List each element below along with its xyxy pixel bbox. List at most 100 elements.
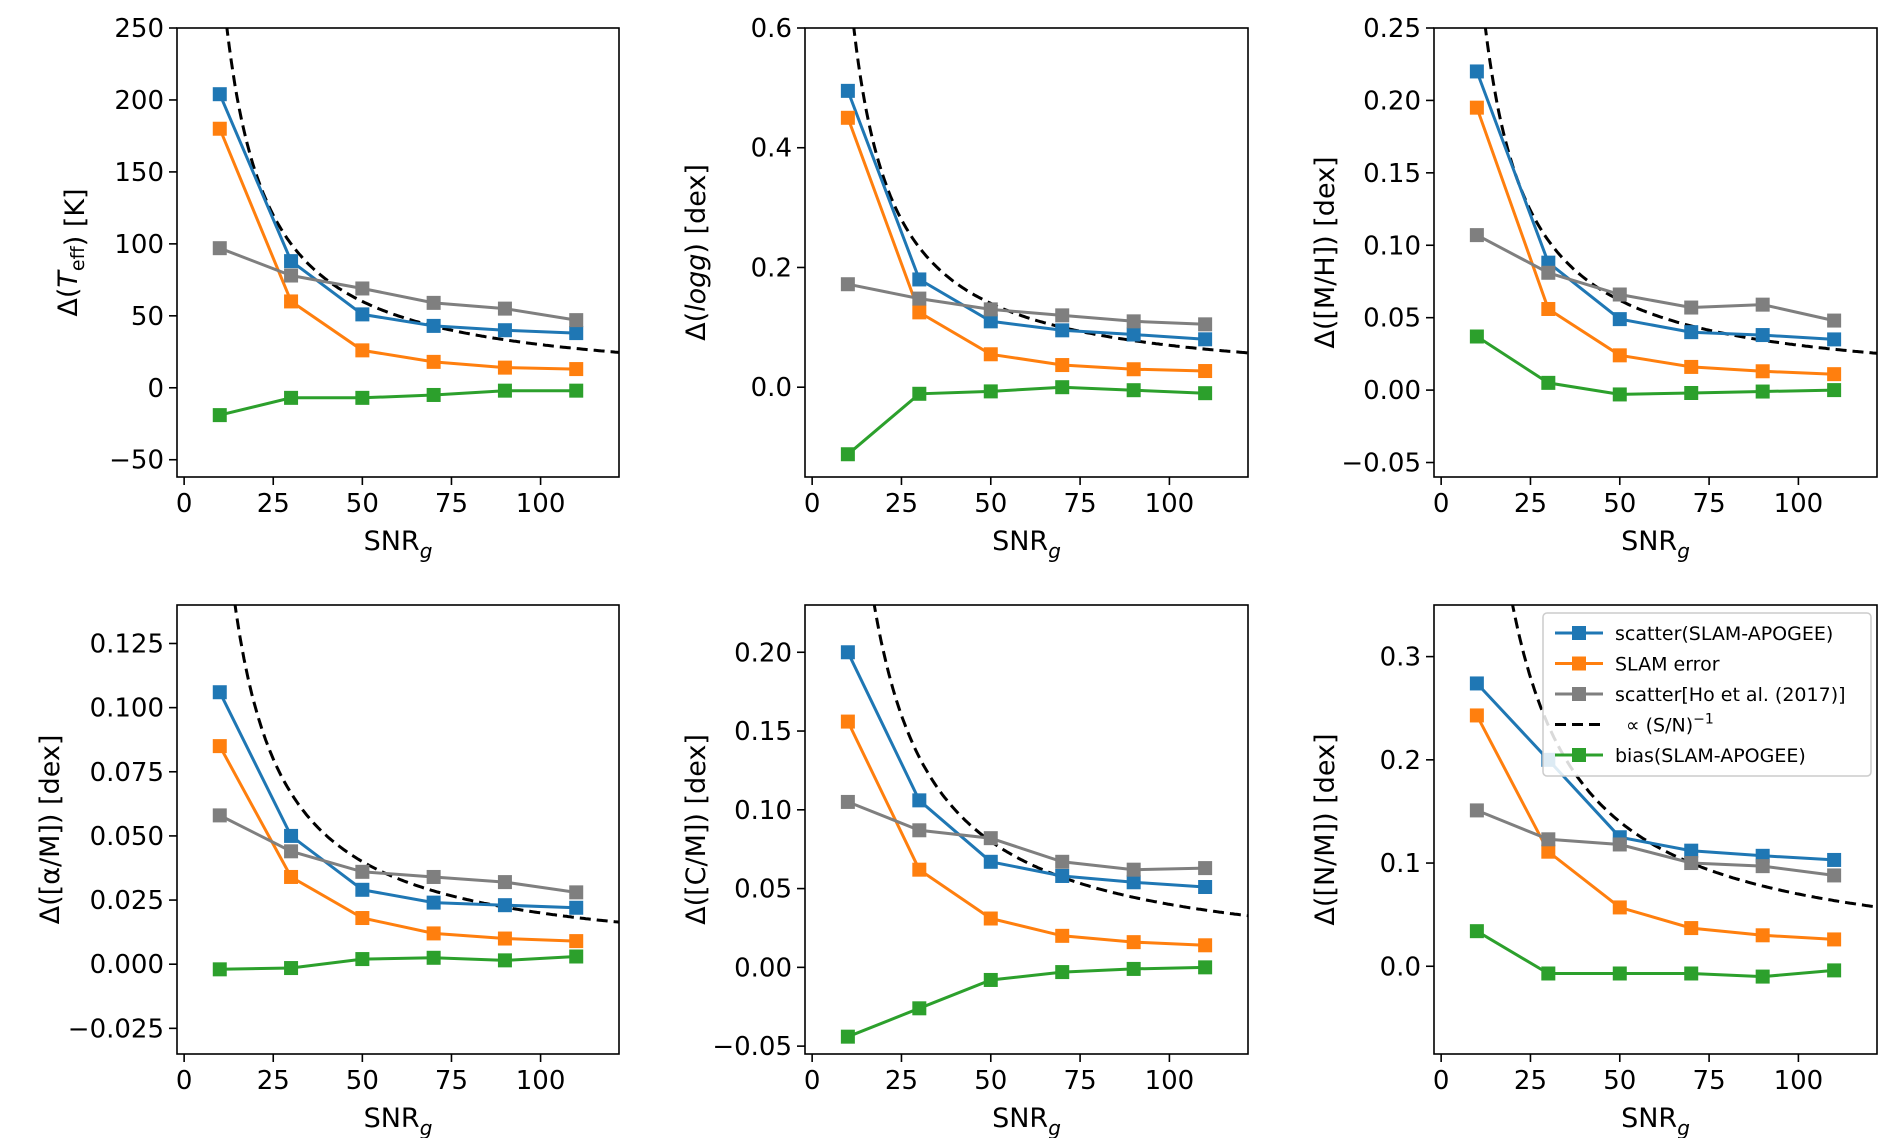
series-scatter xyxy=(840,83,1213,347)
data-point xyxy=(1684,385,1699,400)
y-tick-label: 0.0 xyxy=(1380,952,1421,982)
series-line xyxy=(847,800,1206,872)
legend-entry-fit: ∝ (S/N)−1 xyxy=(1555,712,1714,737)
data-point xyxy=(497,931,512,946)
data-point xyxy=(912,305,927,320)
data-point xyxy=(983,347,998,362)
series-bias xyxy=(212,949,584,977)
y-tick-label: 0.25 xyxy=(1363,14,1421,44)
y-axis-label: Δ(Teff) [K] xyxy=(53,188,91,316)
data-point xyxy=(1612,348,1627,363)
data-point xyxy=(1541,966,1556,981)
data-point xyxy=(1755,969,1770,984)
y-tick-label: 0.15 xyxy=(1363,159,1421,189)
data-point xyxy=(1684,966,1699,981)
y-tick-label: 0.050 xyxy=(90,822,164,852)
y-tick-label: 0.15 xyxy=(734,717,792,747)
y-tick-label: 200 xyxy=(114,86,164,116)
data-point xyxy=(284,828,299,843)
data-point xyxy=(912,1001,927,1016)
data-point xyxy=(1055,323,1070,338)
x-axis-label: SNRg xyxy=(992,1103,1061,1138)
data-point xyxy=(355,307,370,322)
legend-entry-bias: bias(SLAM-APOGEE) xyxy=(1555,745,1806,767)
series-line xyxy=(1475,107,1835,376)
series-error xyxy=(212,121,584,377)
data-point xyxy=(1198,332,1213,347)
x-tick-label: 25 xyxy=(885,489,918,519)
x-tick-label: 25 xyxy=(257,1066,290,1096)
x-tick-label: 100 xyxy=(516,489,566,519)
data-point xyxy=(284,254,299,269)
data-point xyxy=(840,277,855,292)
data-point xyxy=(497,898,512,913)
data-point xyxy=(983,831,998,846)
y-tick-label: 0.075 xyxy=(90,758,164,788)
y-tick-label: 0.05 xyxy=(1363,304,1421,334)
data-point xyxy=(1612,387,1627,402)
data-point xyxy=(1126,314,1141,329)
axes-frame xyxy=(176,27,620,478)
series-line xyxy=(1475,714,1835,941)
y-tick-label: 0.20 xyxy=(1363,86,1421,116)
panel-4: 0 25 50 75 100 −0.025 0.000 0.025 0.050 0.075 0.10… xyxy=(35,604,620,1138)
x-axis-label: SNRg xyxy=(364,1103,433,1138)
data-point xyxy=(212,739,227,754)
data-point xyxy=(840,794,855,809)
legend-label: SLAM error xyxy=(1615,654,1720,676)
y-tick-label: 0.0 xyxy=(751,373,792,403)
y-tick-label: 0 xyxy=(147,374,164,404)
axes-frame xyxy=(176,604,620,1055)
data-point xyxy=(355,952,370,967)
data-point xyxy=(1541,301,1556,316)
data-point xyxy=(212,408,227,423)
data-point xyxy=(497,875,512,890)
series-line xyxy=(219,814,577,894)
series-error xyxy=(212,739,584,949)
data-point xyxy=(355,281,370,296)
series-error xyxy=(840,110,1213,379)
legend-entry-scatter: scatter(SLAM-APOGEE) xyxy=(1555,623,1833,645)
y-axis-label: Δ([M/H]) [dex] xyxy=(1310,156,1341,348)
data-point xyxy=(983,384,998,399)
legend-marker xyxy=(1572,748,1586,762)
data-point xyxy=(1612,312,1627,327)
data-point xyxy=(1827,852,1842,867)
x-tick-label: 100 xyxy=(1774,489,1824,519)
series-scatter xyxy=(840,645,1213,895)
data-point xyxy=(1827,383,1842,398)
series-bias xyxy=(212,383,584,423)
data-point xyxy=(497,360,512,375)
data-point xyxy=(1755,928,1770,943)
series-line xyxy=(219,246,577,322)
y-tick-label: 0.10 xyxy=(1363,231,1421,261)
data-point xyxy=(840,110,855,125)
y-tick-label: 150 xyxy=(114,158,164,188)
y-tick-label: 0.1 xyxy=(1380,849,1421,879)
y-tick-label: 0.2 xyxy=(1380,746,1421,776)
data-point xyxy=(1612,287,1627,302)
x-tick-label: 0 xyxy=(1433,1066,1450,1096)
x-tick-label: 100 xyxy=(1145,1066,1195,1096)
series-ho xyxy=(840,794,1213,877)
y-tick-label: −0.025 xyxy=(68,1014,164,1044)
legend-entry-error: SLAM error xyxy=(1555,654,1720,676)
data-point xyxy=(497,383,512,398)
legend-label: scatter[Ho et al. (2017)] xyxy=(1615,684,1846,706)
x-tick-label: 75 xyxy=(1693,1066,1726,1096)
data-point xyxy=(1469,803,1484,818)
legend-marker xyxy=(1572,656,1586,671)
plot-area xyxy=(1469,28,1877,402)
data-point xyxy=(1684,325,1699,340)
data-point xyxy=(212,241,227,256)
data-point xyxy=(569,362,584,377)
series-bias xyxy=(840,960,1213,1044)
x-tick-label: 75 xyxy=(435,1066,468,1096)
series-error xyxy=(1469,100,1842,382)
axes-frame xyxy=(1433,27,1878,478)
y-tick-label: 0.05 xyxy=(734,875,792,905)
data-point xyxy=(912,862,927,877)
y-tick-label: 0.3 xyxy=(1380,643,1421,673)
data-point xyxy=(569,934,584,949)
